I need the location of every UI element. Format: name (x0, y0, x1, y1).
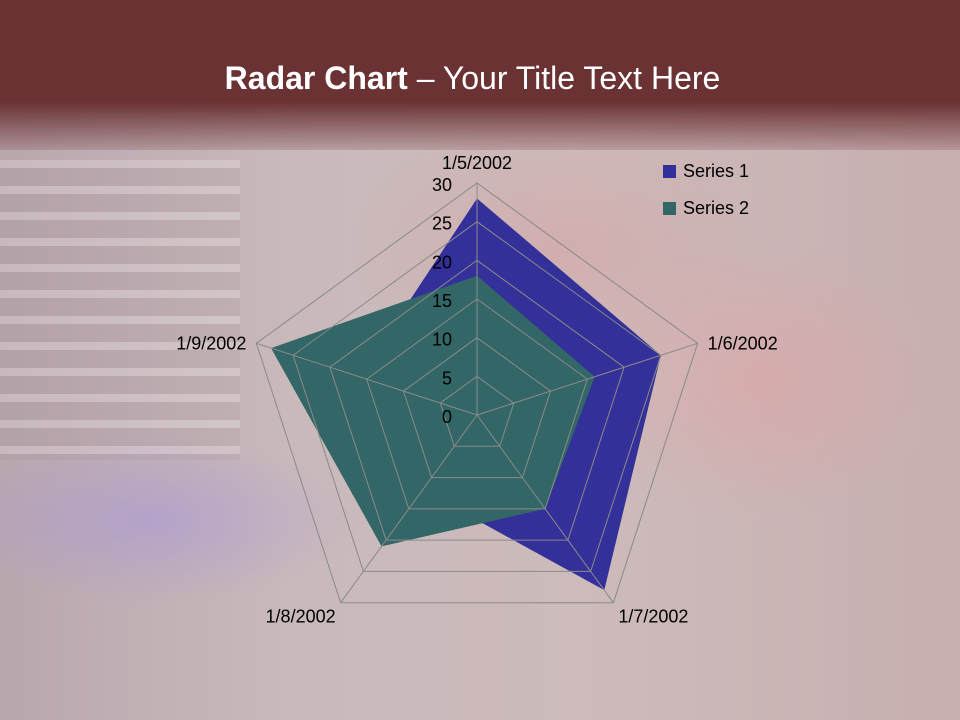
tick-label: 25 (432, 214, 452, 234)
tick-label: 5 (442, 368, 452, 388)
legend-swatch (663, 202, 676, 215)
tick-label: 30 (432, 175, 452, 195)
axis-spoke (256, 342, 478, 416)
background-photo (0, 160, 240, 460)
tick-label: 15 (432, 291, 452, 311)
category-label: 1/5/2002 (442, 153, 512, 173)
category-label: 1/9/2002 (176, 333, 246, 353)
grid-ring (292, 221, 662, 572)
grid-ring (329, 259, 625, 541)
axis-spoke (476, 414, 614, 603)
category-label: 1/7/2002 (618, 607, 688, 627)
grid-ring (366, 298, 588, 510)
series-2-area (271, 275, 595, 547)
legend-swatch (663, 165, 676, 178)
title-band (0, 0, 960, 150)
category-label: 1/6/2002 (708, 333, 778, 353)
legend-label: Series 2 (683, 198, 749, 218)
tick-label: 10 (432, 330, 452, 350)
tick-label: 20 (432, 252, 452, 272)
grid-ring (439, 375, 515, 447)
slide-title: Radar Chart – Your Title Text Here (224, 60, 721, 96)
legend-label: Series 1 (683, 161, 749, 181)
grid-ring (402, 337, 552, 479)
category-label: 1/8/2002 (266, 607, 336, 627)
axis-spoke (340, 414, 478, 603)
tick-label: 0 (442, 407, 452, 427)
axis-spoke (476, 342, 698, 416)
grid-ring (255, 182, 699, 604)
